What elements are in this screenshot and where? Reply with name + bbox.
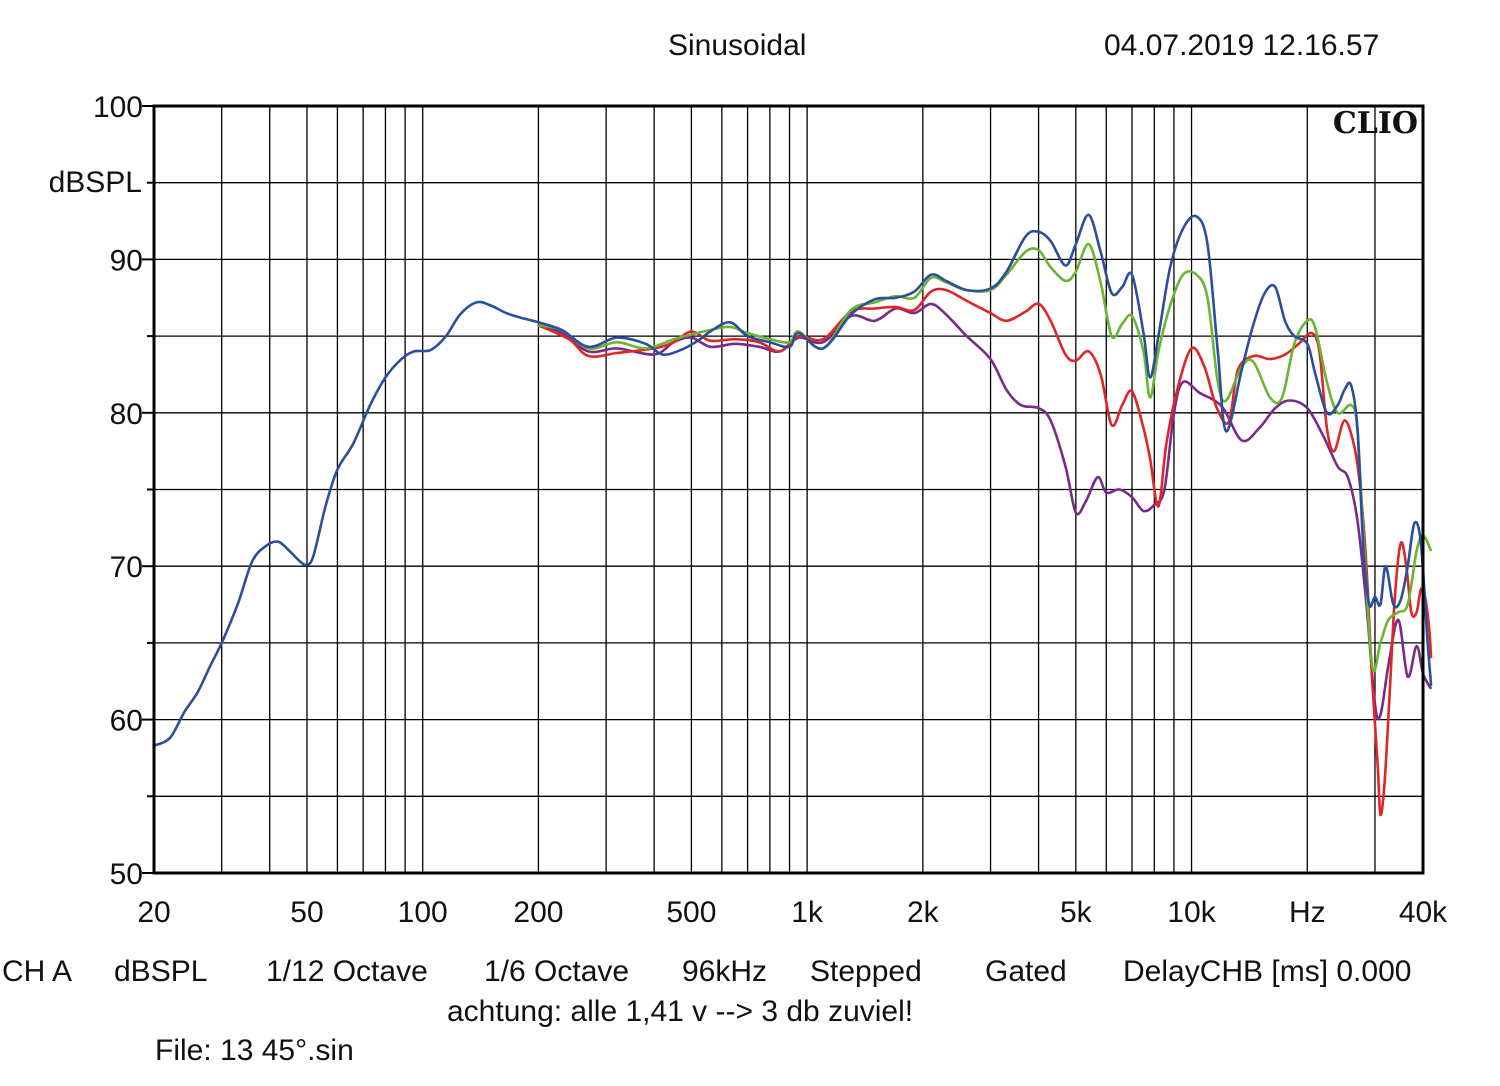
series-layer — [153, 213, 1433, 817]
series-line-4 — [153, 213, 1433, 747]
x-tick-label: 2k — [907, 896, 940, 929]
y-axis-unit-label: dBSPL — [49, 166, 142, 199]
y-tick-label: 70 — [110, 551, 143, 584]
footer-channel: CH A — [2, 955, 73, 988]
chart-title: Sinusoidal — [668, 29, 807, 62]
footer-resolution: 1/12 Octave — [266, 955, 428, 988]
footer-unit: dBSPL — [114, 955, 208, 988]
footer-smoothing: 1/6 Octave — [484, 955, 630, 988]
footer-delay: DelayCHB [ms] 0.000 — [1123, 955, 1412, 988]
x-tick-label: 200 — [513, 896, 563, 929]
footer-sweep-mode: Stepped — [810, 955, 922, 988]
x-tick-label: 40k — [1399, 896, 1448, 929]
footer-file-name: File: 13 45°.sin — [155, 1034, 354, 1067]
grid — [154, 106, 1423, 873]
y-tick-label: 60 — [110, 705, 143, 738]
x-tick-label: 20 — [137, 896, 170, 929]
x-tick-label: Hz — [1289, 896, 1326, 929]
clio-brand-logo: CLIO — [1333, 106, 1418, 141]
y-tick-label: 50 — [110, 858, 143, 891]
x-tick-label: 100 — [398, 896, 448, 929]
x-tick-label: 5k — [1060, 896, 1093, 929]
measurement-datetime: 04.07.2019 12.16.57 — [1104, 29, 1380, 62]
x-axis: 20 50 100 200 500 1k 2k 5k 10k Hz 40k — [137, 896, 1448, 929]
footer-gating: Gated — [985, 955, 1067, 988]
footer-note: achtung: alle 1,41 v --> 3 db zuviel! — [447, 995, 914, 1028]
y-tick-label: 80 — [110, 398, 143, 431]
series-line-1 — [538, 302, 1433, 721]
y-tick-label: 90 — [110, 244, 143, 277]
x-tick-label: 1k — [791, 896, 824, 929]
y-tick-label: 100 — [93, 91, 143, 124]
y-axis: 100 90 80 70 60 50 — [93, 91, 154, 891]
series-line-3 — [538, 242, 1433, 673]
x-tick-label: 500 — [666, 896, 716, 929]
x-tick-label: 50 — [290, 896, 323, 929]
x-tick-label: 10k — [1167, 896, 1216, 929]
footer-sample-rate: 96kHz — [682, 955, 768, 988]
